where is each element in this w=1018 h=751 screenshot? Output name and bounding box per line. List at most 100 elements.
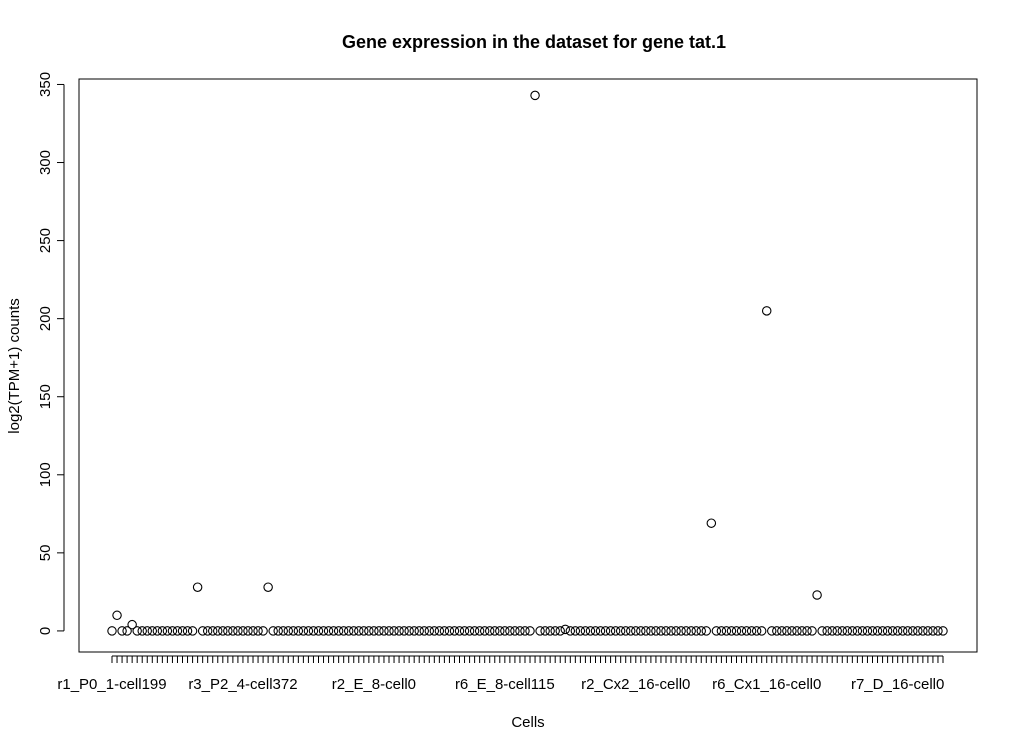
- data-point: [716, 626, 727, 636]
- data-point: [691, 626, 701, 636]
- data-point: [812, 590, 822, 600]
- data-point: [258, 626, 268, 636]
- data-point: [767, 626, 777, 636]
- data-point: [605, 626, 616, 636]
- y-tick-label: 250: [37, 228, 54, 253]
- data-point: [505, 626, 515, 636]
- data-point: [263, 582, 273, 592]
- data-point: [348, 626, 359, 636]
- data-point: [202, 626, 213, 636]
- data-point: [223, 626, 233, 636]
- data-point: [404, 626, 414, 636]
- data-point: [152, 626, 163, 636]
- data-point: [233, 626, 243, 636]
- data-point: [394, 626, 404, 636]
- data-point: [721, 626, 732, 636]
- data-point: [938, 626, 948, 636]
- y-tick-label: 300: [37, 150, 54, 175]
- data-point: [273, 626, 283, 636]
- data-point: [374, 626, 384, 636]
- data-point: [444, 626, 455, 636]
- data-points: [107, 90, 948, 636]
- data-point: [746, 626, 757, 636]
- x-tick-label: r6_Cx1_16-cell0: [712, 676, 821, 693]
- data-point: [343, 626, 354, 636]
- data-point: [409, 626, 419, 636]
- data-point: [354, 626, 364, 636]
- data-point: [328, 626, 339, 636]
- data-point: [615, 626, 626, 636]
- data-point: [852, 626, 863, 636]
- data-point: [600, 626, 611, 636]
- data-point: [490, 626, 500, 636]
- data-point: [887, 626, 898, 636]
- data-point: [384, 626, 394, 636]
- data-point: [923, 626, 933, 636]
- data-point: [439, 626, 450, 636]
- data-point: [540, 626, 550, 636]
- data-point: [892, 626, 903, 636]
- data-point: [238, 626, 248, 636]
- data-point: [515, 626, 525, 636]
- data-point: [469, 626, 480, 636]
- data-point: [641, 626, 651, 636]
- data-point: [741, 626, 752, 636]
- data-point: [187, 626, 198, 636]
- data-point: [278, 626, 288, 636]
- data-point: [646, 626, 656, 636]
- data-point: [298, 626, 309, 636]
- data-point: [862, 626, 873, 636]
- y-tick-label: 350: [37, 72, 54, 97]
- data-point: [882, 626, 893, 636]
- data-point: [288, 626, 299, 636]
- data-point: [303, 626, 314, 636]
- data-point: [414, 626, 424, 636]
- y-tick-label: 50: [37, 545, 54, 562]
- data-point: [777, 626, 787, 636]
- data-point: [510, 626, 520, 636]
- data-point: [535, 626, 545, 636]
- data-point: [127, 619, 137, 630]
- data-point: [908, 626, 918, 636]
- data-point: [656, 626, 666, 636]
- data-point: [751, 626, 762, 636]
- data-point: [283, 626, 294, 636]
- x-tick-label: r3_P2_4-cell372: [188, 676, 297, 693]
- data-point: [157, 626, 168, 636]
- data-point: [681, 626, 691, 636]
- data-point: [454, 626, 465, 636]
- data-point: [379, 626, 389, 636]
- x-axis: r1_P0_1-cell199 r3_P2_4-cell372 r2_E_8-cel…: [57, 655, 944, 693]
- data-point: [313, 626, 324, 636]
- data-point: [666, 626, 676, 636]
- data-point: [228, 626, 238, 636]
- data-point: [918, 626, 928, 636]
- data-point: [112, 610, 122, 621]
- data-point: [897, 626, 908, 636]
- data-point: [686, 626, 696, 636]
- data-point: [177, 626, 188, 636]
- data-point: [207, 626, 218, 636]
- data-point: [142, 626, 153, 636]
- data-point: [369, 626, 379, 636]
- data-point: [545, 626, 555, 636]
- data-point: [877, 626, 888, 636]
- data-point: [585, 626, 596, 636]
- y-tick-label: 200: [37, 306, 54, 331]
- data-point: [167, 626, 178, 636]
- data-point: [671, 626, 681, 636]
- data-point: [318, 626, 329, 636]
- data-point: [842, 626, 853, 636]
- data-point: [107, 626, 117, 636]
- data-point: [248, 626, 258, 636]
- data-point: [560, 624, 571, 635]
- y-tick-label: 100: [37, 462, 54, 487]
- data-point: [772, 626, 782, 636]
- data-point: [399, 626, 409, 636]
- data-point: [580, 626, 591, 636]
- data-point: [651, 626, 661, 636]
- data-point: [243, 626, 253, 636]
- data-point: [137, 626, 147, 636]
- data-point: [827, 626, 837, 636]
